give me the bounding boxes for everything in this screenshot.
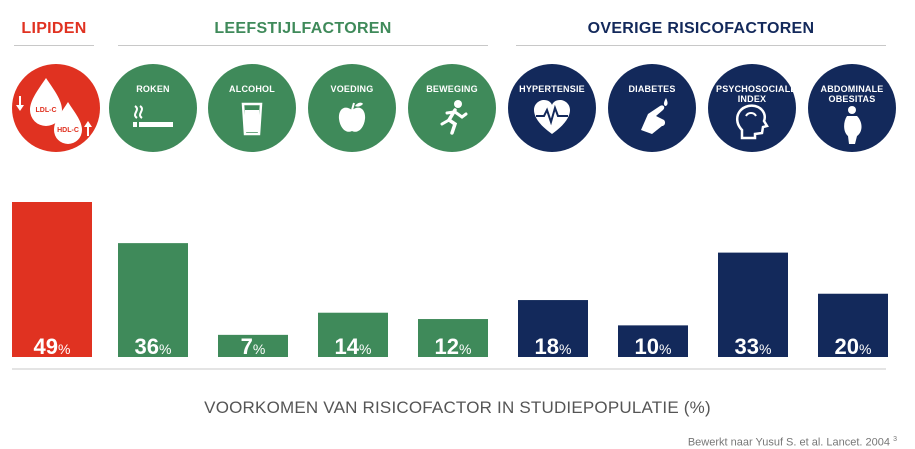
bar-value-label-2: 36% xyxy=(135,334,172,359)
source-note: Bewerkt naar Yusuf S. et al. Lancet. 200… xyxy=(688,436,897,449)
risk-circle-exercise: BEWEGING xyxy=(408,64,496,152)
bar-9 xyxy=(818,293,888,357)
risk-circle-psychosocial: PSYCHOSOCIALE INDEX xyxy=(708,64,796,152)
finger-prick-icon xyxy=(641,98,668,134)
bar-5 xyxy=(418,319,488,357)
running-person-icon xyxy=(440,100,468,135)
circle-label-diabetes: DIABETES xyxy=(628,84,676,94)
bar-1 xyxy=(12,202,92,357)
bar-value-label-7: 10% xyxy=(635,334,672,359)
hdl-drop-label: HDL-C xyxy=(57,127,79,134)
bar-value-label-8: 33% xyxy=(735,334,772,359)
bar-7 xyxy=(618,325,688,357)
risk-circle-food: VOEDING xyxy=(308,64,396,152)
group-title-lipids: LIPIDEN xyxy=(21,20,87,37)
circle-label-smoking: ROKEN xyxy=(136,84,170,94)
circle-label-food: VOEDING xyxy=(330,84,374,94)
x-axis-label: VOORKOMEN VAN RISICOFACTOR IN STUDIEPOPU… xyxy=(204,398,711,417)
heart-pulse-icon xyxy=(534,100,570,134)
risk-circle-hypertension: HYPERTENSIE xyxy=(508,64,596,152)
circle-label-alcohol: ALCOHOL xyxy=(229,84,275,94)
circle-label-psychosocial: PSYCHOSOCIALE INDEX xyxy=(716,84,797,104)
bar-value-label-1: 49% xyxy=(34,334,71,359)
ldl-drop-label: LDL-C xyxy=(36,107,57,114)
circle-label-obesity: ABDOMINALE OBESITAS xyxy=(820,84,884,104)
bar-6 xyxy=(518,300,588,357)
source-reference-number: 3 xyxy=(893,436,897,443)
bar-3 xyxy=(218,334,288,357)
bar-4 xyxy=(318,312,388,357)
blood-drops-icon: LDL-C HDL-C xyxy=(16,78,92,144)
risk-circle-lipids: LDL-C HDL-C xyxy=(12,64,100,152)
group-divider-lipids xyxy=(14,45,94,46)
group-title-lifestyle: LEEFSTIJLFACTOREN xyxy=(214,20,392,37)
bar-value-label-4: 14% xyxy=(335,334,372,359)
bar-value-label-6: 18% xyxy=(535,334,572,359)
group-title-other: OVERIGE RISICOFACTOREN xyxy=(587,20,815,37)
beer-glass-icon xyxy=(241,102,263,136)
risk-circle-diabetes: DIABETES xyxy=(608,64,696,152)
risk-circle-smoking: ROKEN xyxy=(109,64,197,152)
group-divider-other xyxy=(516,45,886,46)
risk-circle-alcohol: ALCOHOL xyxy=(208,64,296,152)
bar-2 xyxy=(118,243,188,357)
apple-icon xyxy=(338,102,366,132)
obese-body-icon xyxy=(844,106,862,144)
circle-label-hypertension: HYPERTENSIE xyxy=(519,84,585,94)
cigarette-icon xyxy=(133,105,173,127)
group-divider-lifestyle xyxy=(118,45,488,46)
bar-value-label-9: 20% xyxy=(835,334,872,359)
source-text: Bewerkt naar Yusuf S. et al. Lancet. 200… xyxy=(687,436,891,449)
bar-8 xyxy=(718,252,788,357)
circle-label-exercise: BEWEGING xyxy=(426,84,478,94)
bar-value-label-5: 12% xyxy=(435,334,472,359)
risk-circle-obesity: ABDOMINALE OBESITAS xyxy=(808,64,896,152)
head-profile-icon xyxy=(736,104,769,140)
bar-value-label-3: 7% xyxy=(241,334,266,359)
